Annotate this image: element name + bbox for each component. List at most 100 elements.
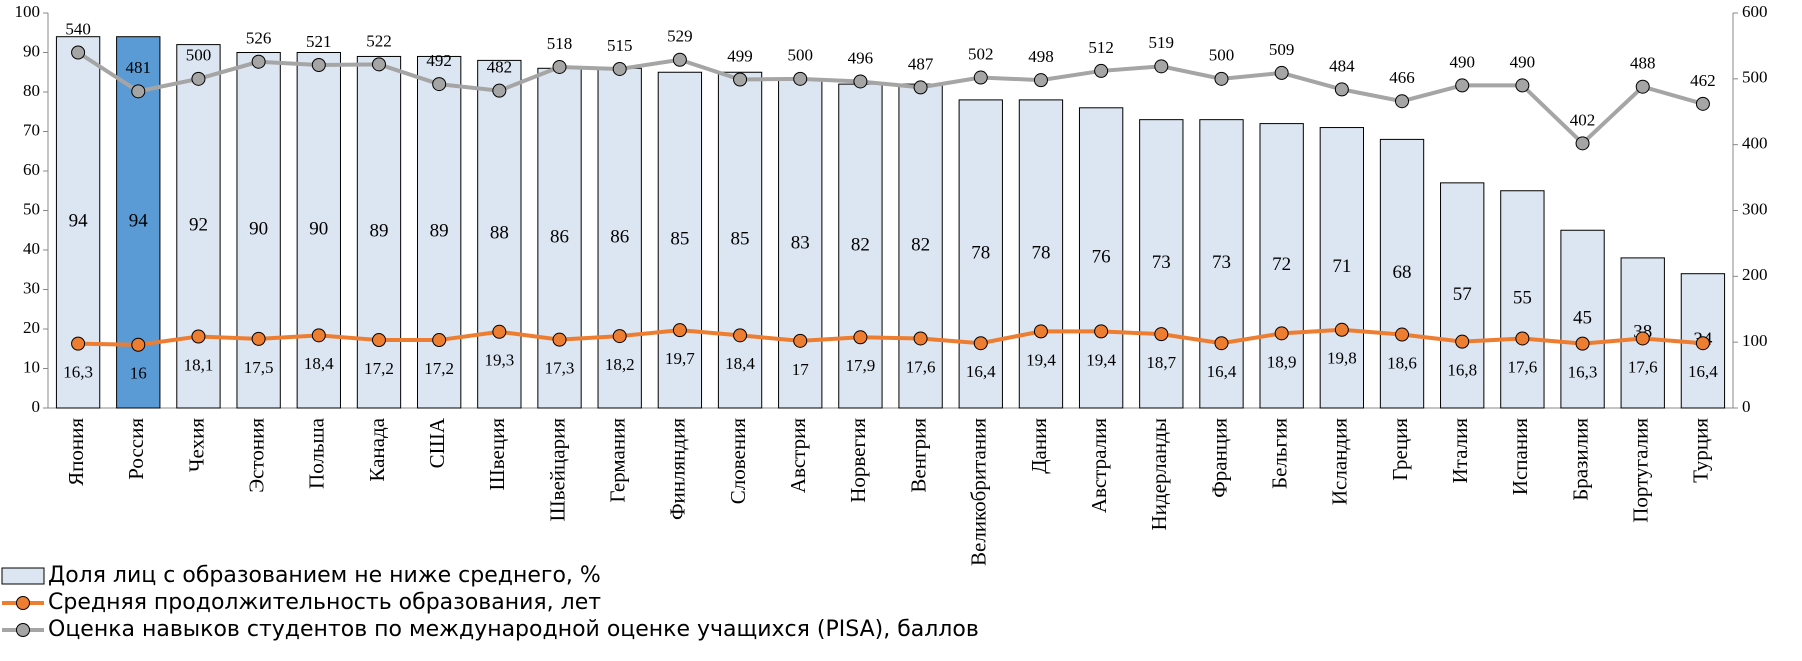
point	[853, 74, 868, 89]
bar	[657, 71, 703, 409]
point	[191, 71, 206, 86]
point	[432, 333, 447, 348]
point-label: 17,3	[545, 359, 575, 378]
x-tick-label: Австрия	[786, 418, 810, 493]
bar-label: 90	[309, 219, 328, 240]
bar-label: 90	[249, 219, 268, 240]
y2-tick-label: 500	[1742, 68, 1768, 87]
point-label: 519	[1149, 33, 1175, 52]
bar-label: 85	[670, 228, 689, 249]
point-label: 509	[1269, 40, 1295, 59]
bar-label: 89	[430, 221, 449, 242]
y-tick-label: 30	[23, 278, 40, 297]
point	[71, 45, 86, 60]
point	[1214, 71, 1229, 86]
x-tick-label: Франция	[1207, 418, 1231, 498]
x-tick-label: Бельгия	[1267, 418, 1291, 489]
point-label: 500	[787, 46, 813, 65]
point	[131, 84, 146, 99]
point	[672, 323, 687, 338]
legend-label: Доля лиц с образованием не ниже среднего…	[48, 563, 601, 588]
x-tick-label: Португалия	[1629, 418, 1653, 523]
x-tick-label: Бразилия	[1568, 418, 1592, 501]
point-label: 496	[848, 48, 874, 67]
point	[1635, 331, 1650, 346]
line	[77, 50, 1704, 147]
point-label: 18,1	[184, 355, 214, 374]
point	[612, 329, 627, 344]
x-tick-label: Швеция	[485, 418, 509, 491]
bar	[1500, 190, 1545, 409]
point-label: 16,3	[63, 363, 93, 382]
legend-swatch	[1, 567, 45, 585]
bar-label: 71	[1332, 256, 1351, 277]
y-tick-label: 60	[23, 160, 40, 179]
bar	[537, 67, 582, 409]
y-tick-label: 50	[23, 199, 40, 218]
point	[1094, 324, 1109, 339]
bar	[1078, 107, 1124, 409]
y2-tick-label: 300	[1742, 199, 1768, 218]
x-tick-label: Финляндия	[666, 418, 690, 520]
point	[251, 331, 266, 346]
point	[1274, 65, 1289, 80]
point	[311, 58, 326, 73]
point-label: 481	[126, 58, 152, 77]
bar-label: 72	[1272, 254, 1291, 275]
point	[1635, 79, 1650, 94]
point	[1515, 78, 1530, 93]
legend-marker	[16, 596, 30, 610]
point-label: 17,9	[846, 356, 876, 375]
bar	[1379, 138, 1425, 409]
point	[612, 61, 627, 76]
x-tick-label: Швейцария	[545, 418, 569, 522]
point-label: 515	[607, 36, 633, 55]
bar	[717, 71, 763, 409]
x-tick-label: Турция	[1689, 418, 1713, 483]
point	[1455, 78, 1470, 93]
point-label: 16	[130, 364, 147, 383]
point	[1695, 336, 1710, 351]
point	[552, 332, 567, 347]
bar-label: 78	[971, 242, 990, 263]
point-label: 484	[1329, 56, 1355, 75]
point	[793, 333, 808, 348]
point-label: 529	[667, 27, 693, 46]
x-tick-label: Венгрия	[906, 418, 930, 493]
point	[311, 328, 326, 343]
bar	[296, 52, 341, 409]
point-label: 521	[306, 32, 332, 51]
bar	[236, 52, 281, 409]
x-tick-label: Чехия	[184, 418, 208, 472]
point-label: 487	[908, 54, 934, 73]
point	[913, 80, 928, 95]
point	[1395, 327, 1410, 342]
x-tick-label: Италия	[1448, 418, 1472, 484]
x-tick-label: Эстония	[244, 418, 268, 493]
bar-label: 57	[1453, 284, 1472, 305]
point-label: 19,4	[1026, 350, 1056, 369]
point-label: 18,9	[1267, 352, 1297, 371]
point	[973, 336, 988, 351]
point-label: 16,4	[1688, 362, 1718, 381]
bar-label: 86	[610, 227, 629, 248]
point-label: 16,4	[1207, 362, 1237, 381]
point-label: 482	[487, 58, 513, 77]
point-label: 462	[1690, 71, 1716, 90]
x-tick-label: Словения	[726, 418, 750, 505]
point	[251, 54, 266, 69]
bar-label: 82	[851, 234, 870, 255]
point-label: 17,6	[906, 357, 936, 376]
bar	[1018, 99, 1064, 409]
y2-tick-label: 400	[1742, 134, 1768, 153]
y2-tick-label: 100	[1742, 331, 1768, 350]
x-tick-label: Испания	[1508, 418, 1532, 496]
point	[1515, 331, 1530, 346]
point	[733, 72, 748, 87]
point	[432, 77, 447, 92]
point-label: 17	[792, 360, 810, 379]
y2-tick-label: 0	[1742, 397, 1751, 416]
point-label: 18,4	[725, 354, 755, 373]
point	[1033, 73, 1048, 88]
